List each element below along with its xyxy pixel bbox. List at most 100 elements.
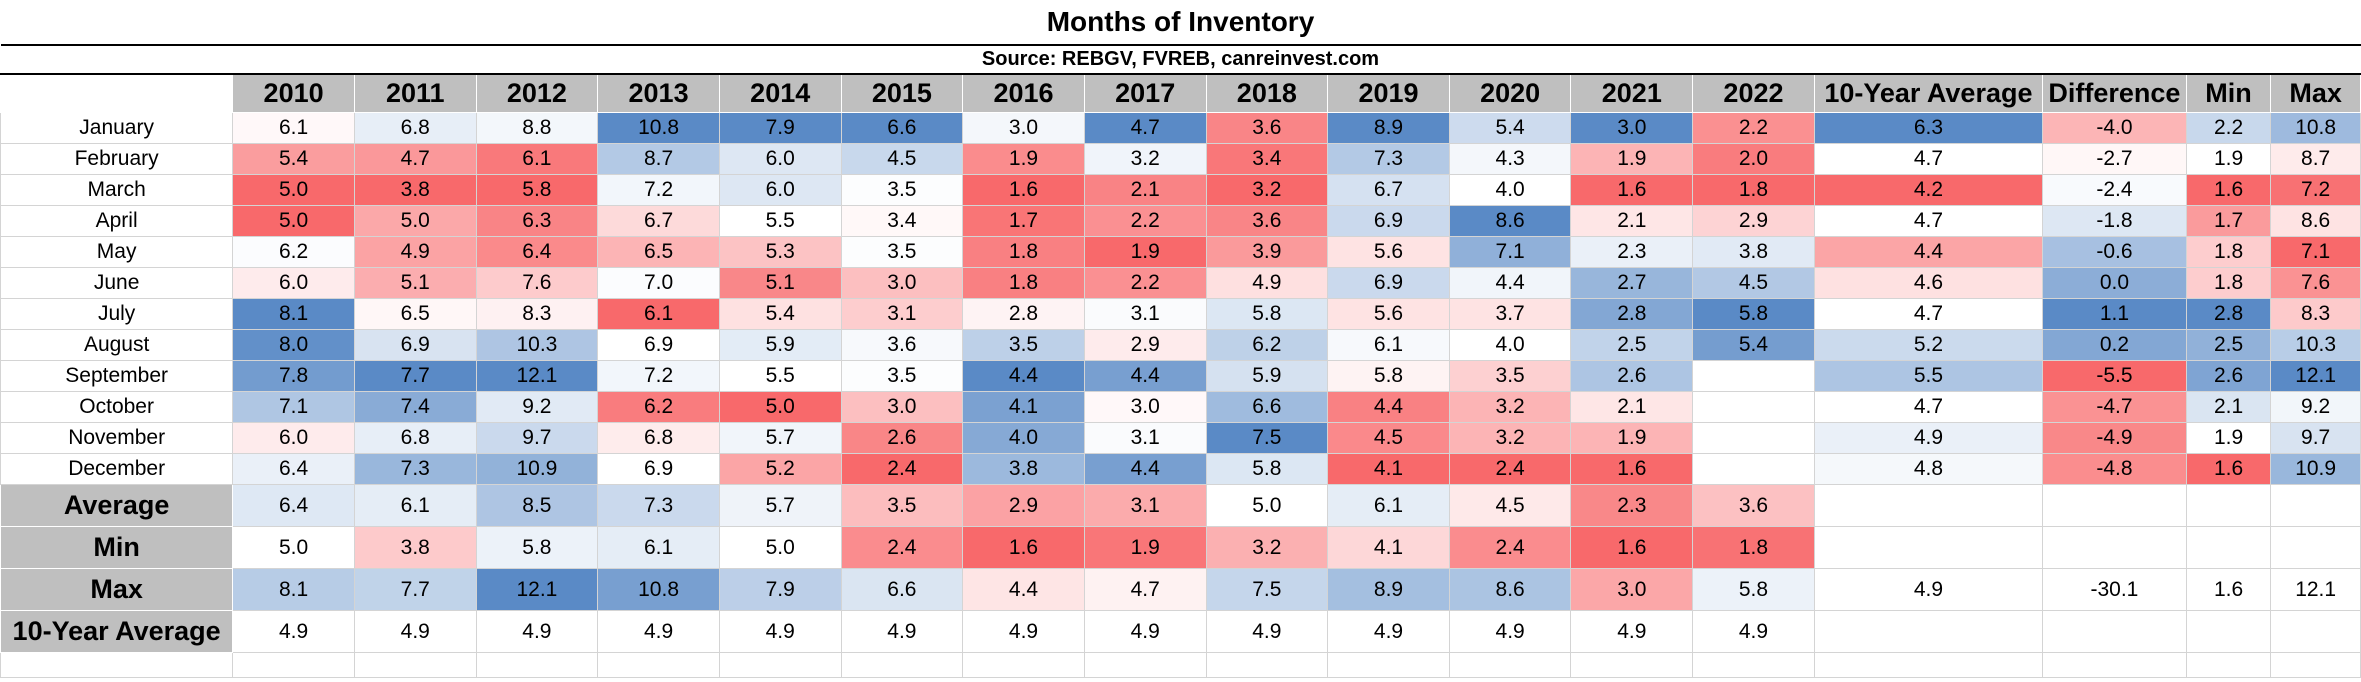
data-cell: 8.1 — [232, 298, 355, 330]
data-cell: -4.7 — [2042, 391, 2187, 423]
row-label: April — [0, 205, 234, 237]
data-cell: -2.4 — [2042, 174, 2187, 206]
row-label: September — [0, 360, 234, 392]
header-corner — [0, 73, 234, 113]
data-cell: 3.0 — [1083, 391, 1207, 423]
data-cell: 6.7 — [1327, 174, 1450, 206]
data-cell: 3.9 — [1205, 236, 1329, 268]
summary-cell: 4.9 — [1327, 610, 1450, 653]
data-cell: 4.7 — [1813, 391, 2044, 423]
data-cell: 2.2 — [1692, 112, 1815, 144]
empty-cell — [2270, 652, 2361, 678]
summary-cell: 4.9 — [1448, 610, 1572, 653]
empty-cell — [0, 652, 234, 678]
data-cell: 7.8 — [232, 360, 355, 392]
data-cell: 8.9 — [1327, 112, 1450, 144]
summary-cell: 4.9 — [1692, 610, 1815, 653]
data-cell: 7.3 — [1327, 143, 1450, 175]
data-cell: 2.6 — [2185, 360, 2272, 392]
column-header: Max — [2270, 73, 2361, 113]
data-cell: 3.8 — [353, 174, 477, 206]
summary-cell: 6.1 — [597, 526, 720, 569]
empty-row — [0, 652, 2361, 678]
summary-cell: 7.5 — [1205, 568, 1329, 611]
data-cell: 6.4 — [475, 236, 599, 268]
empty-cell — [1692, 652, 1815, 678]
summary-cell: 7.7 — [353, 568, 477, 611]
data-cell: -0.6 — [2042, 236, 2187, 268]
data-cell: 6.1 — [475, 143, 599, 175]
summary-cell: 8.6 — [1448, 568, 1572, 611]
data-cell: 3.0 — [840, 391, 964, 423]
data-cell: 0.0 — [2042, 267, 2187, 299]
data-cell: 6.8 — [353, 422, 477, 454]
empty-cell — [353, 652, 477, 678]
table-row: March 5.0 3.8 5.8 7.2 6.0 3.5 1.6 2.1 3.2 6.7 4.0 1.… — [0, 174, 2361, 206]
data-cell: 10.8 — [597, 112, 720, 144]
data-cell: 8.7 — [597, 143, 720, 175]
data-cell: -2.7 — [2042, 143, 2187, 175]
summary-cell: 6.4 — [232, 484, 355, 527]
data-cell: 10.9 — [2270, 453, 2361, 485]
data-cell: 4.5 — [840, 143, 964, 175]
data-cell: 1.8 — [1692, 174, 1815, 206]
empty-cell — [1327, 652, 1450, 678]
data-cell: 3.5 — [1448, 360, 1572, 392]
column-header: Difference — [2042, 73, 2187, 113]
data-cell: 3.1 — [1083, 422, 1207, 454]
summary-cell — [2185, 610, 2272, 653]
data-cell: 4.6 — [1813, 267, 2044, 299]
summary-cell: 4.9 — [1083, 610, 1207, 653]
data-cell: 10.3 — [475, 329, 599, 361]
data-cell: -4.0 — [2042, 112, 2187, 144]
summary-cell: 4.9 — [1570, 610, 1694, 653]
data-cell: 6.9 — [353, 329, 477, 361]
data-cell: 0.2 — [2042, 329, 2187, 361]
data-cell: 3.0 — [1570, 112, 1694, 144]
summary-row: Min 5.0 3.8 5.8 6.1 5.0 2.4 1.6 1.9 3.2 4.1 2.4 1.6 1… — [0, 526, 2361, 569]
row-label: June — [0, 267, 234, 299]
empty-cell — [1813, 652, 2044, 678]
data-cell: 4.5 — [1692, 267, 1815, 299]
data-cell: 3.4 — [1205, 143, 1329, 175]
table-row: October 7.1 7.4 9.2 6.2 5.0 3.0 4.1 3.0 6.6 4.4 3.2… — [0, 391, 2361, 423]
column-header: 2020 — [1448, 73, 1572, 113]
table-row: February 5.4 4.7 6.1 8.7 6.0 4.5 1.9 3.2 3.4 7.3 4.… — [0, 143, 2361, 175]
summary-cell: 2.4 — [840, 526, 964, 569]
data-cell: 2.4 — [840, 453, 964, 485]
data-cell: 4.7 — [1083, 112, 1207, 144]
data-cell: 1.6 — [1570, 453, 1694, 485]
data-cell: 4.4 — [962, 360, 1085, 392]
summary-cell: 4.9 — [1205, 610, 1329, 653]
data-cell — [1692, 391, 1815, 423]
empty-cell — [1448, 652, 1572, 678]
data-cell: 6.0 — [232, 422, 355, 454]
empty-cell — [840, 652, 964, 678]
summary-cell: 4.9 — [597, 610, 720, 653]
data-cell: 5.1 — [353, 267, 477, 299]
summary-cell: 5.7 — [718, 484, 842, 527]
data-cell: 7.2 — [597, 174, 720, 206]
data-cell: 2.8 — [2185, 298, 2272, 330]
summary-cell — [2042, 610, 2187, 653]
data-cell: 7.7 — [353, 360, 477, 392]
data-cell: 6.0 — [718, 143, 842, 175]
data-cell: 9.7 — [2270, 422, 2361, 454]
empty-cell — [1570, 652, 1694, 678]
empty-cell — [597, 652, 720, 678]
data-cell: 3.5 — [840, 236, 964, 268]
data-cell: 5.2 — [1813, 329, 2044, 361]
data-cell: 1.8 — [2185, 267, 2272, 299]
data-cell: 4.4 — [1083, 453, 1207, 485]
summary-cell: 3.5 — [840, 484, 964, 527]
data-cell: 6.0 — [232, 267, 355, 299]
data-cell: 6.6 — [840, 112, 964, 144]
empty-cell — [1083, 652, 1207, 678]
data-cell: 9.2 — [2270, 391, 2361, 423]
data-cell: 2.4 — [1448, 453, 1572, 485]
summary-cell: 4.4 — [962, 568, 1085, 611]
row-label: December — [0, 453, 234, 485]
data-cell: 6.3 — [475, 205, 599, 237]
data-cell: 4.1 — [962, 391, 1085, 423]
summary-cell: 8.5 — [475, 484, 599, 527]
